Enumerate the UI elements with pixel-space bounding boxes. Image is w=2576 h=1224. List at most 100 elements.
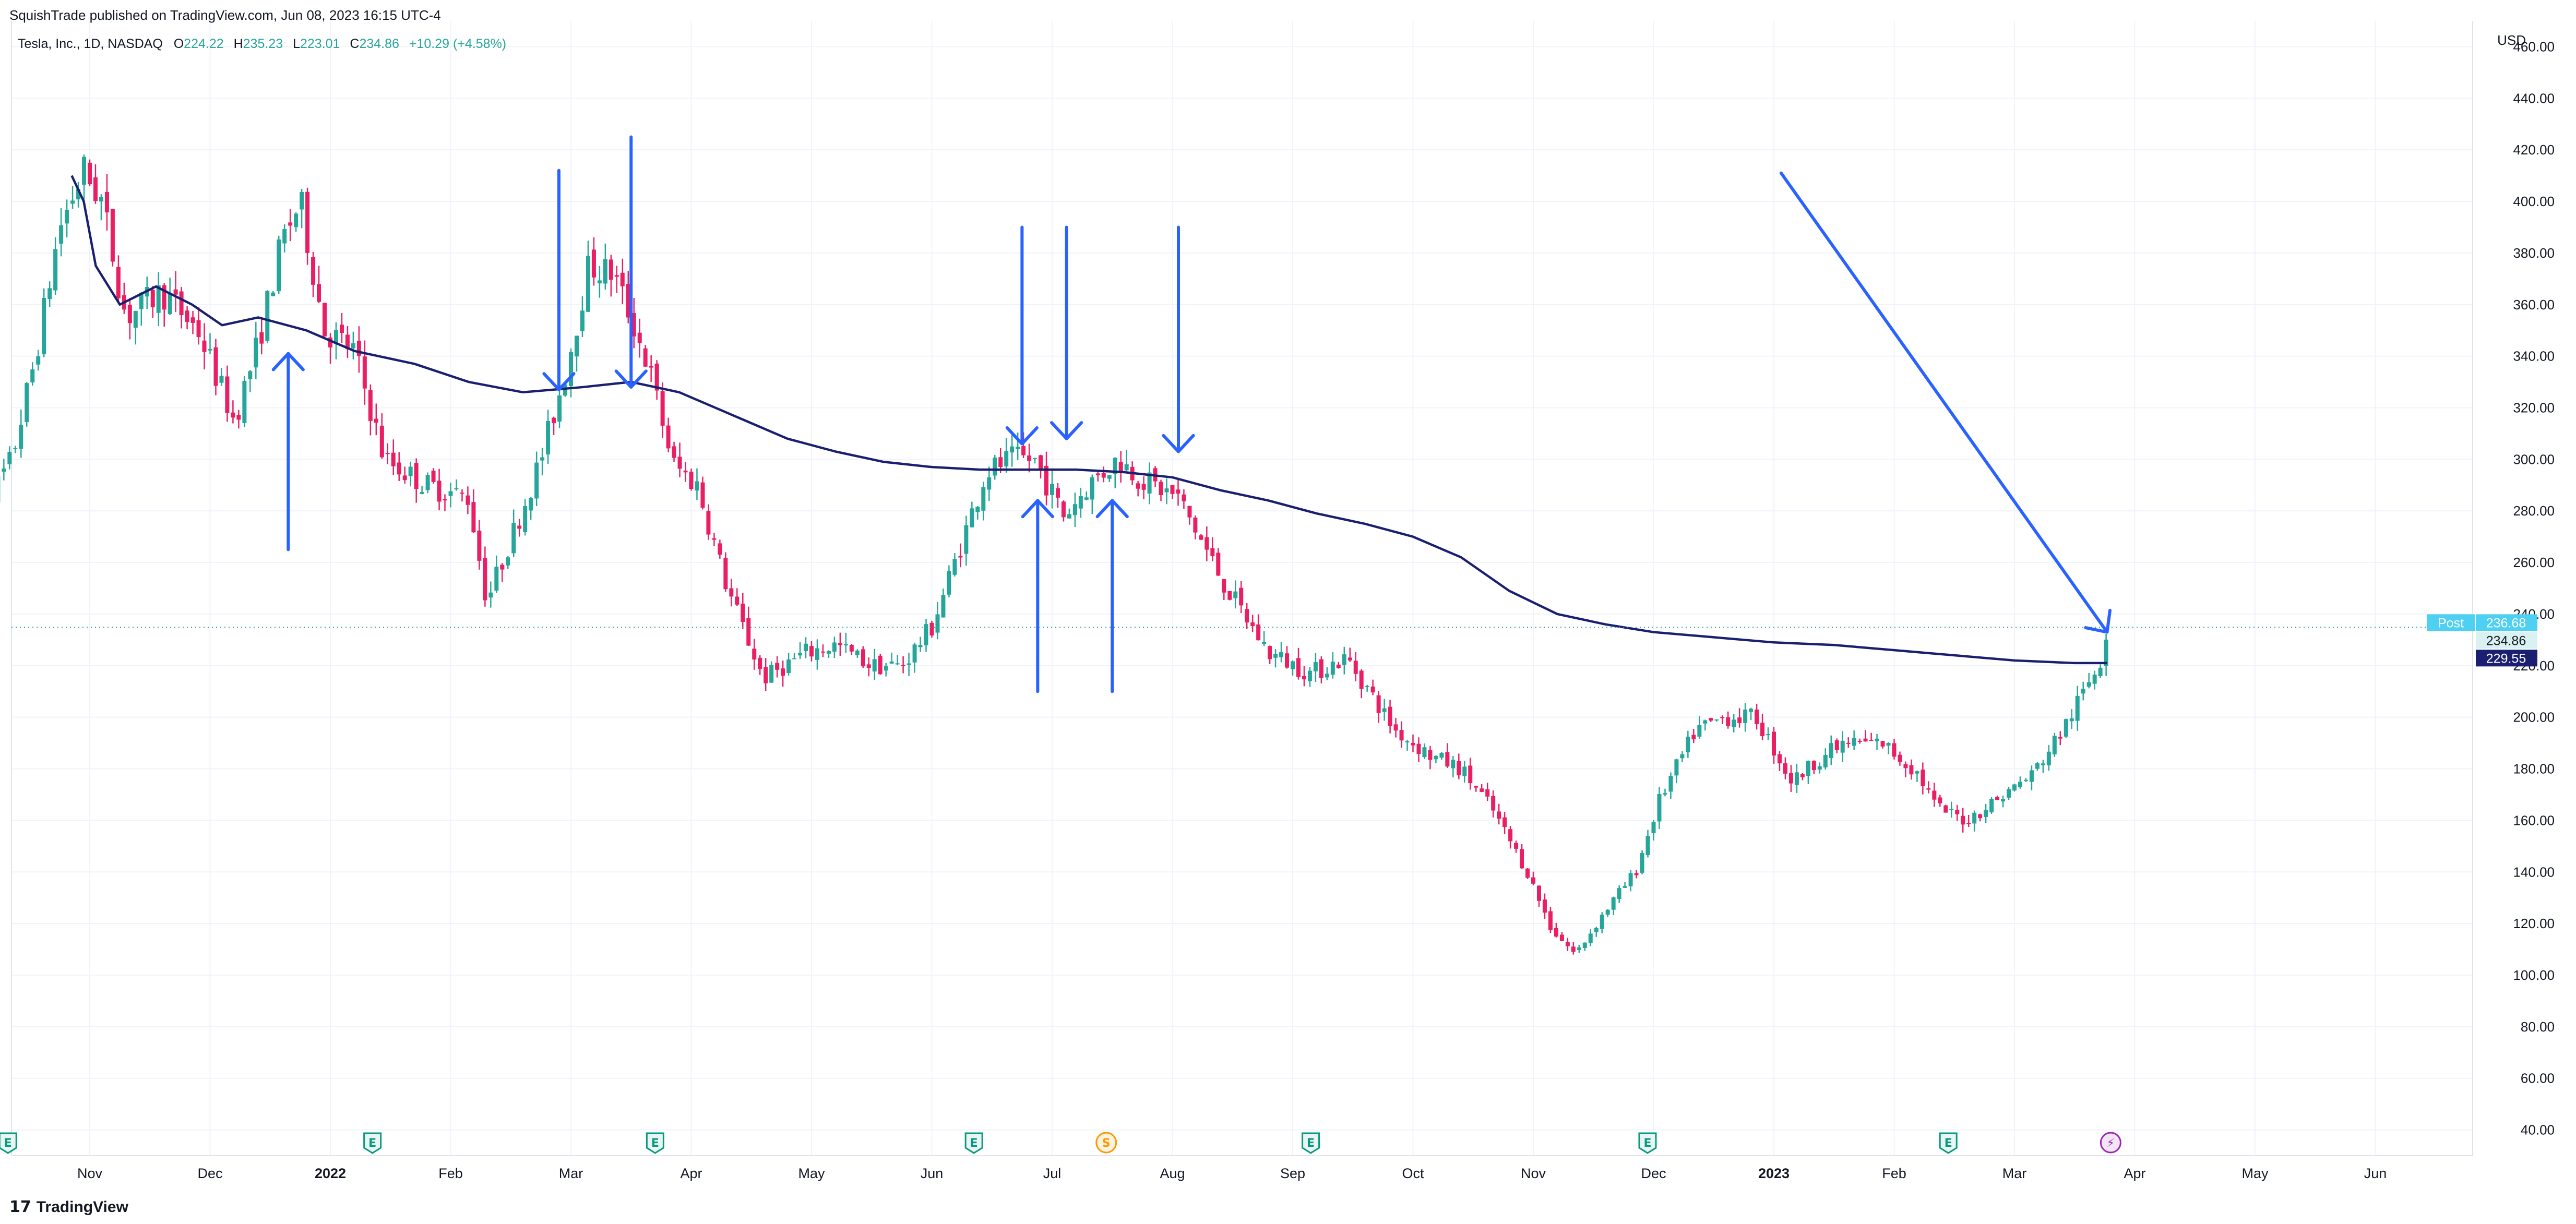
candle-body <box>1663 793 1667 795</box>
candle-body <box>1623 886 1627 888</box>
candle-body <box>351 343 355 349</box>
earnings-marker-label: E <box>4 1137 12 1150</box>
candle <box>2029 765 2034 790</box>
candle <box>311 251 316 297</box>
candle <box>1857 738 1862 744</box>
price-badge-tag <box>2427 614 2475 631</box>
candle-body <box>1474 786 1478 788</box>
candle-body <box>1829 743 1833 759</box>
candle <box>1703 719 1708 731</box>
candle-body <box>924 624 928 645</box>
candle <box>1869 733 1874 741</box>
candle <box>1766 727 1771 740</box>
candle <box>127 298 132 340</box>
candle <box>116 255 121 303</box>
candle <box>1291 660 1295 676</box>
candle <box>889 652 894 664</box>
candle <box>150 286 155 318</box>
candle <box>225 365 230 422</box>
candle <box>351 331 355 359</box>
candle-body <box>517 525 522 529</box>
candle-body <box>534 462 539 499</box>
candle-body <box>643 348 648 367</box>
candle <box>259 318 264 355</box>
x-tick-label: Dec <box>1641 1166 1666 1181</box>
candle <box>2104 634 2108 676</box>
candle <box>1955 805 1960 821</box>
candle <box>1663 788 1667 797</box>
candle <box>2023 778 2028 782</box>
candle-body <box>695 481 699 491</box>
candle <box>666 417 671 452</box>
candle-body <box>2041 763 2045 765</box>
candle <box>13 446 18 453</box>
candle-body <box>70 200 75 204</box>
earnings-marker-shape <box>964 1132 983 1154</box>
candle <box>1531 871 1535 885</box>
candle <box>477 520 482 570</box>
candle <box>1370 679 1375 695</box>
candle <box>82 154 87 202</box>
published-caption: SquishTrade published on TradingView.com… <box>9 7 441 23</box>
candle-body <box>271 292 276 296</box>
candle-body <box>488 592 493 598</box>
candle <box>1726 711 1731 729</box>
candle <box>414 458 419 503</box>
candle <box>609 255 613 297</box>
annotation-arrow <box>1005 225 1039 446</box>
candle <box>1674 759 1679 784</box>
candle <box>993 454 997 480</box>
candle-body <box>104 191 109 213</box>
candle-body <box>1216 553 1221 576</box>
candle <box>654 360 659 400</box>
candle-body <box>1365 686 1369 688</box>
candle <box>1720 715 1725 725</box>
earnings-marker-shape <box>363 1132 382 1154</box>
candle-body <box>1101 473 1106 478</box>
candle <box>1330 652 1335 679</box>
candle <box>637 318 642 358</box>
candle <box>2018 776 2022 789</box>
candle-body <box>1732 719 1736 727</box>
x-tick-label: Sep <box>1280 1166 1305 1181</box>
candle-body <box>460 493 464 494</box>
candle <box>1182 489 1186 509</box>
candle-body <box>1857 741 1862 742</box>
candle-body <box>1611 897 1616 910</box>
tradingview-logo[interactable]: 17 TradingView <box>9 1198 128 1216</box>
earnings-marker: E <box>646 1132 664 1154</box>
candle <box>878 653 882 675</box>
candle <box>700 476 705 510</box>
candle <box>488 581 493 608</box>
candle-body <box>895 663 900 665</box>
price-badge: 236.68 Post <box>2427 614 2537 631</box>
candle <box>443 494 447 511</box>
candle-body <box>1010 446 1015 453</box>
annotation-arrow <box>614 135 648 389</box>
candle <box>1989 797 1994 814</box>
candle-body <box>723 558 728 590</box>
candle <box>1359 669 1364 699</box>
candle-body <box>1497 811 1501 819</box>
candle <box>552 416 556 435</box>
y-tick-label: 280.00 <box>2513 503 2555 519</box>
candle-body <box>402 475 407 481</box>
candle-body <box>540 457 545 461</box>
candle <box>517 519 522 537</box>
candle <box>1210 537 1215 561</box>
candle-body <box>1691 735 1696 740</box>
candle-body <box>1989 799 1994 812</box>
candle-body <box>654 363 659 391</box>
candle <box>620 258 625 305</box>
candle-body <box>1451 760 1456 769</box>
candle-body <box>162 285 166 310</box>
candle-body <box>362 356 367 389</box>
candle-body <box>637 332 642 343</box>
candle-body <box>1164 488 1169 493</box>
candle-body <box>7 452 12 464</box>
candle-body <box>1978 814 1983 819</box>
candle <box>1027 443 1032 473</box>
candle <box>506 556 510 569</box>
candle <box>907 653 911 676</box>
